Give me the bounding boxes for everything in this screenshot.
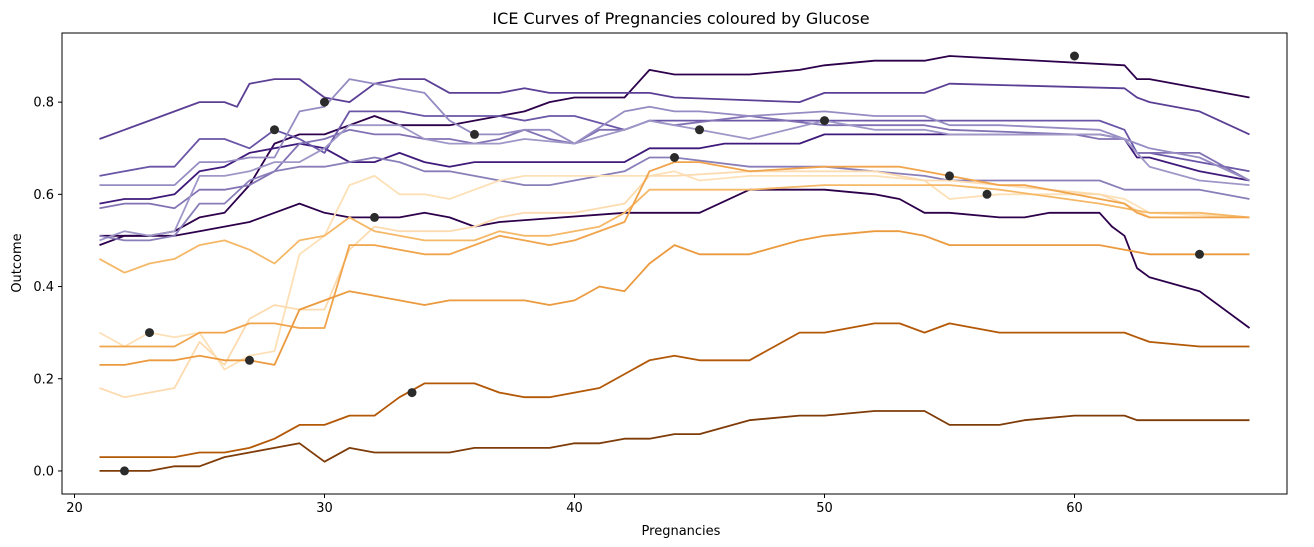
observation-point-1 <box>370 212 379 222</box>
y-tick-label: 0.2 <box>33 372 54 387</box>
ice-curve-12 <box>99 161 1250 348</box>
plot-markers <box>120 51 1204 476</box>
ice-curve-10 <box>99 170 1250 399</box>
ice-curve-15 <box>99 410 1250 472</box>
observation-point-11 <box>670 153 679 162</box>
y-tick-label: 0.6 <box>33 188 54 203</box>
y-axis-label: Outcome <box>10 233 25 292</box>
observation-point-4 <box>270 125 279 135</box>
observation-point-10 <box>407 388 417 398</box>
x-tick-label: 40 <box>566 501 583 516</box>
y-tick-label: 0.8 <box>33 96 54 111</box>
observation-point-8 <box>982 189 992 199</box>
y-tick-label: 0.0 <box>33 464 54 479</box>
ice-curve-11 <box>99 184 1250 274</box>
chart-title: ICE Curves of Pregnancies coloured by Gl… <box>492 9 869 28</box>
x-tick-label: 60 <box>1066 501 1083 516</box>
y-axis: 0.0 0.2 0.4 0.6 0.8 <box>33 96 62 479</box>
x-axis: 20 30 40 50 60 <box>66 494 1083 516</box>
x-tick-label: 30 <box>316 501 333 516</box>
ice-curve-6 <box>99 78 1250 187</box>
ice-curve-0 <box>99 55 1250 246</box>
observation-point-12 <box>245 355 254 365</box>
observation-point-6 <box>470 129 479 139</box>
x-tick-label: 20 <box>66 501 83 516</box>
plot-lines <box>99 55 1251 472</box>
ice-curve-2 <box>99 133 1250 205</box>
plot-frame <box>61 32 1288 495</box>
ice-curve-3 <box>99 78 1250 140</box>
ice-curve-9 <box>99 170 1250 371</box>
observation-point-13 <box>1195 249 1204 259</box>
observation-point-3 <box>320 97 329 107</box>
observation-point-2 <box>695 125 704 135</box>
ice-curve-13 <box>99 230 1250 366</box>
ice-curve-4 <box>99 110 1250 177</box>
observation-point-14 <box>120 466 129 476</box>
observation-point-5 <box>820 116 829 126</box>
observation-point-9 <box>145 328 154 338</box>
ice-curve-1 <box>99 188 1251 329</box>
observation-point-7 <box>945 171 954 181</box>
x-tick-label: 50 <box>816 501 833 516</box>
y-tick-label: 0.4 <box>33 280 54 295</box>
ice-curve-7 <box>99 119 1250 242</box>
ice-curve-14 <box>99 322 1250 459</box>
x-axis-label: Pregnancies <box>642 524 721 539</box>
observation-point-0 <box>1070 51 1079 61</box>
ice-curve-8 <box>99 156 1250 242</box>
